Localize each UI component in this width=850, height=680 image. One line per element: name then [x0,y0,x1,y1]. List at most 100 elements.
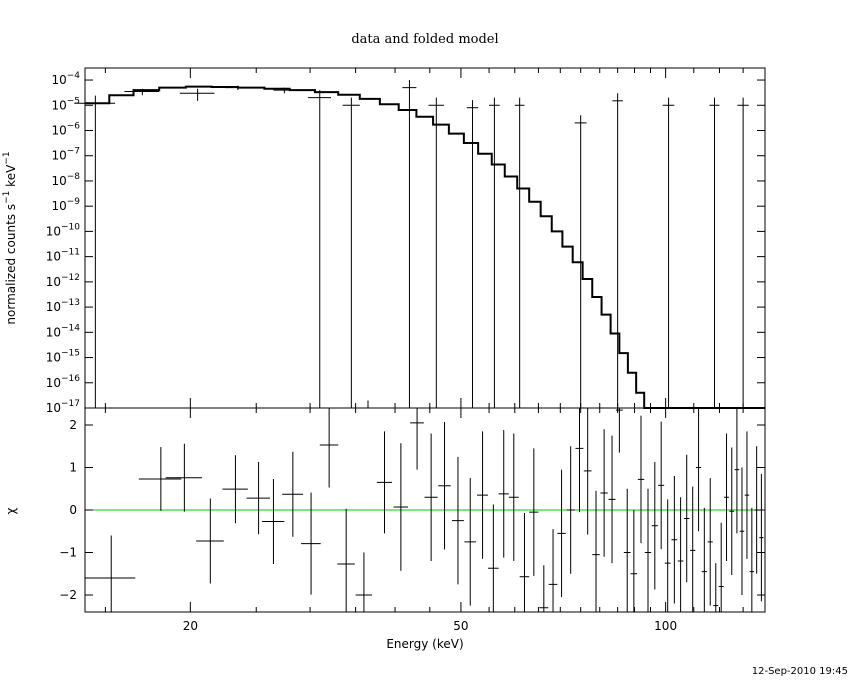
upper-y-tick-label--6: 10−6 [51,121,80,137]
residual-point [488,504,499,612]
lower-y-tick-label-0: 0 [69,503,77,517]
residual-point [689,486,696,612]
residual-point [575,408,584,513]
upper-y-tick-label--11: 10−11 [46,248,80,264]
upper-y-tick-label--4: 10−4 [51,71,80,87]
residual-point [301,492,321,595]
residual-point [410,408,424,470]
residual-point [451,456,464,585]
residual-point [683,454,690,583]
residual-point [583,408,592,535]
data-point [342,97,360,408]
residual-point [262,478,285,564]
residual-point [637,415,645,544]
residual-point [477,431,489,559]
lower-y-tick-label-1: 1 [69,461,77,475]
residual-point [196,498,224,584]
residual-point [138,447,182,511]
residual-point [519,512,530,612]
residual-point [729,447,735,576]
data-point [612,93,623,408]
residual-point [337,508,355,612]
upper-y-tick-label--13: 10−13 [46,298,80,314]
data-point [489,97,500,408]
data-point [709,97,720,408]
data-point [737,97,749,408]
x-tick-label-50: 50 [453,619,468,633]
residual-point [739,467,745,595]
upper-y-tick-label--16: 10−16 [46,374,81,390]
residual-point [557,469,566,598]
data-point [361,400,375,409]
residual-point [701,507,707,612]
lower-y-tick-label--1: −1 [59,546,77,560]
data-point [308,90,331,408]
residual-point [592,490,600,612]
residual-point [498,430,509,558]
upper-y-label-sup2: −1 [2,151,12,164]
timestamp: 12-Sep-2010 19:45 [752,666,848,677]
data-point [514,97,525,408]
upper-y-tick-label--5: 10−5 [51,96,80,112]
data-point [402,80,417,408]
upper-y-tick-label--17: 10−17 [46,399,80,415]
residual-point [319,408,339,488]
residual-point [671,476,678,604]
residual-point [658,421,665,550]
residual-point [355,552,373,612]
upper-y-label: normalized counts s−1 keV−1 [2,151,18,324]
residual-point [754,446,759,574]
data-point [428,97,444,408]
lower-y-tick-label--2: −2 [59,588,77,602]
residual-point [508,433,519,561]
residual-point [566,446,575,574]
upper-x-ticks [104,68,766,408]
residual-point [608,435,616,564]
upper-y-tick-label--15: 10−15 [46,349,80,365]
upper-y-tick-label--8: 10−8 [51,172,80,188]
residual-point [630,510,638,612]
upper-data-points [74,80,749,409]
residual-point [759,473,764,602]
upper-panel: 10−4 10−5 10−6 10−7 10−8 10−9 10−10 10−11 10−12 1… [2,67,766,415]
upper-y-tick-label--10: 10−10 [46,222,81,238]
residual-point [677,497,684,612]
model-step-line [85,85,765,409]
residual-point [376,431,393,534]
chart-title: data and folded model [351,32,498,47]
upper-y-tick-label--14: 10−14 [46,323,81,339]
residual-point [651,461,658,590]
upper-y-tick-label--7: 10−7 [51,147,80,163]
upper-y-tick-label--9: 10−9 [51,197,80,213]
residual-point [664,499,671,612]
residual-point [464,478,476,606]
upper-y-tick-label--12: 10−12 [46,273,80,289]
residual-point [600,429,608,557]
residual-point [424,433,438,561]
data-point [74,95,116,408]
upper-y-ticks: 10−4 10−5 10−6 10−7 10−8 10−9 10−10 10−11 10−12 1… [46,71,765,415]
residual-point [644,488,652,612]
residual-point [548,529,558,612]
upper-panel-frame [84,67,766,409]
lower-y-tick-label-2: 2 [69,418,77,432]
x-tick-label-100: 100 [654,619,677,633]
data-point [466,100,479,408]
lower-y-label: χ [4,507,18,514]
upper-y-label-sup1: −1 [2,191,12,204]
residual-point [734,408,740,534]
lower-panel: −2 −1 0 1 2 20 50 100 χ Energy (keV) [4,407,766,651]
residual-point [539,565,549,612]
residual-points [85,408,764,612]
residual-point [85,535,136,612]
residual-point [615,408,623,453]
lower-x-ticks: 20 50 100 [104,408,766,633]
x-tick-label-20: 20 [183,619,198,633]
residual-point [165,443,202,512]
residual-point [749,507,755,612]
residual-point [282,451,304,537]
upper-y-label-main: normalized counts s [4,204,18,325]
residual-point [393,443,409,571]
x-axis-label: Energy (keV) [386,637,463,651]
data-point [179,88,215,101]
